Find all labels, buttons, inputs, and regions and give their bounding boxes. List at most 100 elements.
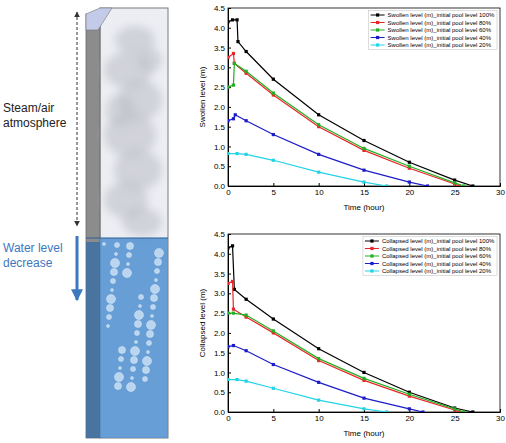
x-axis: 051015202530 [226,183,505,197]
series-marker [235,378,238,381]
bubble [139,305,142,308]
series-marker [228,119,230,122]
y-tick-label: 1.0 [214,369,226,378]
series-line [228,115,427,186]
series-marker [317,123,320,126]
bubble [147,331,154,338]
legend-item: Collapsed level (m)_initial pool level 2… [365,268,492,274]
x-tick: 5 [272,183,277,197]
series-marker [245,50,248,53]
y-tick-label: 1.5 [214,123,226,132]
series-marker [228,282,230,285]
water-side [86,242,100,438]
bubble [111,279,116,284]
y-axis-line [229,9,232,187]
series-marker [408,180,411,183]
legend-marker [370,239,373,242]
series-marker [317,381,320,384]
column-body [100,8,168,438]
x-tick-mark [273,409,274,412]
bubble [123,269,132,278]
steam-puff [106,94,134,126]
y-tick-mark [228,333,231,334]
bubble [127,253,132,258]
y-tick-label: 2.0 [214,329,226,338]
x-tick-label: 10 [315,414,324,423]
bubble [119,367,122,370]
series-marker [231,18,234,21]
series-marker [362,147,365,150]
legend-marker [370,254,373,257]
bubble [115,373,124,382]
series-marker [228,152,230,155]
legend-item: Swollen level (m)_initial pool level 40% [371,35,492,41]
x-tick: 5 [272,409,277,423]
series-marker [236,40,239,43]
water [100,238,168,438]
x-tick-mark [500,409,501,412]
height-arrow [77,12,78,226]
bubble [131,367,136,372]
legend-item: Swollen level (m)_initial pool level 80% [371,20,492,26]
series-marker [228,312,230,315]
x-tick: 10 [315,183,324,197]
legend-label: Collapsed level (m)_initial pool level 6… [382,253,492,259]
x-axis: 051015202530 [226,409,505,423]
bubble [139,295,144,300]
legend-marker [376,43,379,46]
series-marker [245,153,248,156]
series-line [228,346,423,412]
y-tick-mark [228,274,231,275]
series-marker [245,349,248,352]
y-tick: 2.0 [214,329,231,338]
x-tick-label: 25 [451,414,460,423]
series-marker [385,184,388,186]
series-marker [453,178,456,181]
figure: Steam/airatmosphereWater leveldecrease05… [0,0,506,443]
series-marker [232,84,235,87]
legend-label: Collapsed level (m)_initial pool level 4… [382,261,492,267]
bubble [127,243,134,250]
y-tick: 0.5 [214,162,231,171]
series-marker [231,280,234,283]
y-tick: 3.5 [214,44,231,53]
series-marker [235,152,238,155]
y-tick: 1.5 [214,349,231,358]
series-marker [272,133,275,136]
y-tick: 0.5 [214,388,231,397]
series-marker [317,399,320,402]
series-marker [272,329,275,332]
bubble [131,347,140,356]
bubble [135,331,140,336]
x-tick-mark [319,183,320,186]
series-line [228,380,387,412]
bubble [151,315,154,318]
y-tick-mark [228,8,231,9]
legend-item: Swollen level (m)_initial pool level 100… [371,12,495,18]
y-tick-label: 2.5 [214,83,226,92]
legend-label: Swollen level (m)_initial pool level 40% [388,35,492,41]
x-axis-title: Time (hour) [343,203,384,212]
y-tick-label: 3.5 [214,44,226,53]
bubble [115,383,122,390]
x-tick: 15 [360,183,369,197]
y-tick-label: 3.0 [214,289,226,298]
y-tick-mark [228,412,231,413]
y-tick: 1.0 [214,369,231,378]
y-tick: 2.0 [214,103,231,112]
bubble [143,377,148,382]
atmosphere-label: Steam/airatmosphere [3,101,67,130]
series-marker [408,165,411,168]
y-tick-mark [228,48,231,49]
y-tick-label: 1.0 [214,143,226,152]
bubble [115,243,120,248]
legend-item: Swollen level (m)_initial pool level 60% [371,27,492,33]
y-tick-mark [228,234,231,235]
y-tick-label: 3.5 [214,270,226,279]
y-tick-mark [228,146,231,147]
series-marker [233,62,236,65]
chart: 0510152025300.00.51.01.52.02.53.03.54.04… [198,230,505,438]
legend-box [369,11,497,50]
steam-puff [122,208,162,236]
y-tick: 1.0 [214,143,231,152]
